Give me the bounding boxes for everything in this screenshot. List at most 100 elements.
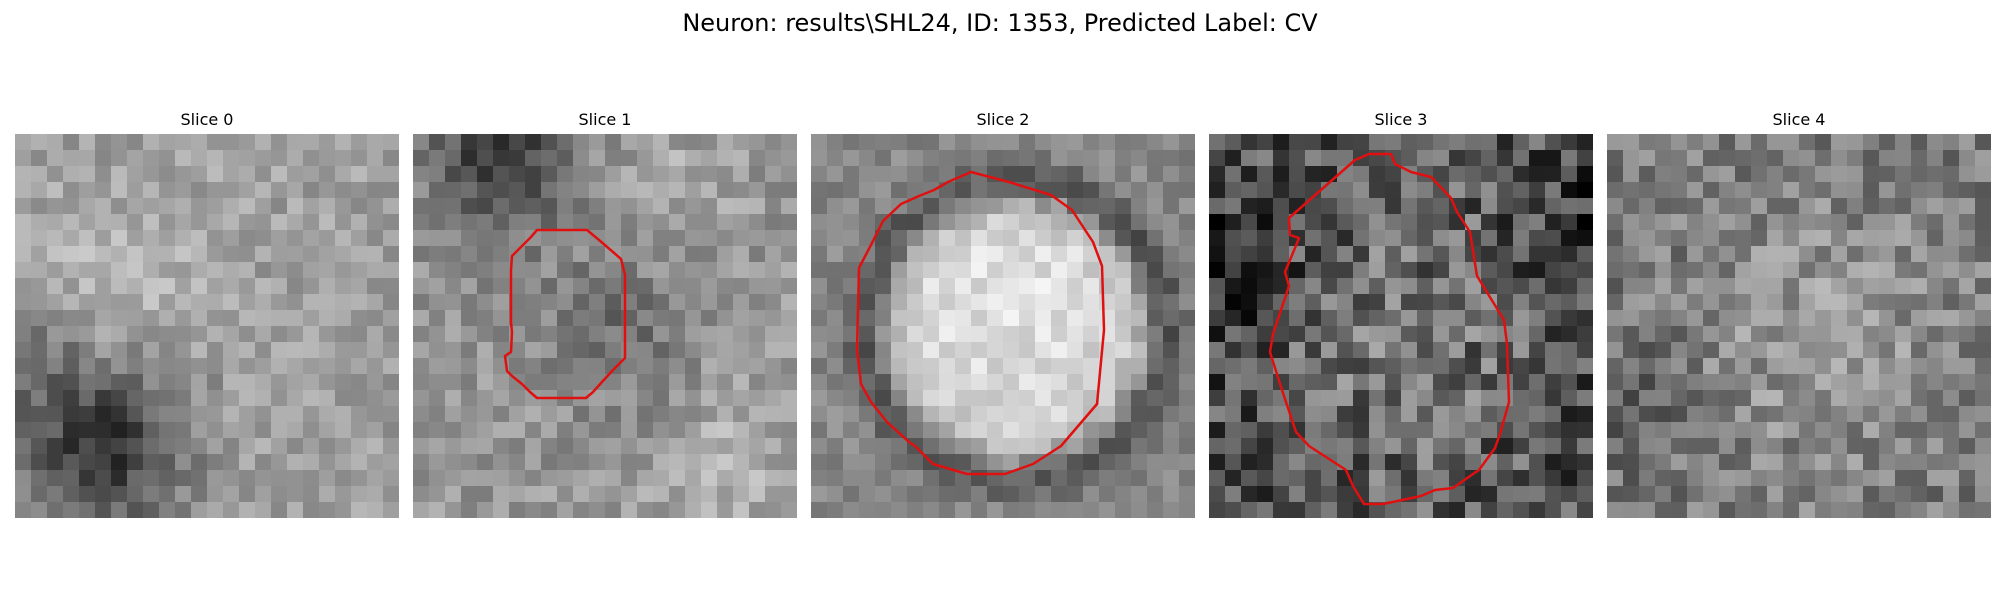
image-pixel: [621, 438, 638, 455]
image-pixel: [1321, 454, 1338, 471]
slice-panel-1: Slice 1: [413, 108, 797, 518]
image-pixel: [1767, 310, 1784, 327]
image-pixel: [95, 342, 112, 359]
slice-title: Slice 3: [1374, 110, 1428, 129]
image-pixel: [605, 390, 622, 407]
image-pixel: [493, 390, 510, 407]
image-pixel: [1815, 406, 1832, 423]
image-pixel: [1465, 230, 1482, 247]
image-pixel: [907, 342, 924, 359]
image-pixel: [1449, 134, 1466, 151]
image-pixel: [383, 166, 399, 183]
image-pixel: [127, 390, 144, 407]
image-pixel: [827, 182, 844, 199]
image-pixel: [1321, 326, 1338, 343]
image-pixel: [701, 502, 718, 518]
image-pixel: [31, 486, 48, 503]
image-pixel: [1083, 134, 1100, 151]
image-pixel: [1369, 166, 1386, 183]
image-pixel: [1353, 198, 1370, 215]
image-pixel: [127, 166, 144, 183]
image-pixel: [1847, 326, 1864, 343]
image-pixel: [1623, 230, 1640, 247]
image-pixel: [1273, 134, 1290, 151]
image-pixel: [827, 502, 844, 518]
image-pixel: [669, 246, 686, 263]
image-pixel: [557, 214, 574, 231]
image-pixel: [1209, 150, 1226, 167]
image-pixel: [1767, 294, 1784, 311]
image-pixel: [1831, 470, 1848, 487]
image-pixel: [477, 374, 494, 391]
image-pixel: [1655, 198, 1672, 215]
image-pixel: [111, 454, 128, 471]
image-pixel: [1783, 502, 1800, 518]
image-pixel: [1115, 486, 1132, 503]
image-pixel: [1147, 326, 1164, 343]
image-pixel: [859, 486, 876, 503]
image-pixel: [749, 422, 766, 439]
image-pixel: [1719, 454, 1736, 471]
image-pixel: [351, 390, 368, 407]
image-pixel: [1639, 294, 1656, 311]
image-pixel: [1449, 390, 1466, 407]
image-pixel: [175, 182, 192, 199]
image-pixel: [1799, 438, 1816, 455]
image-pixel: [781, 182, 797, 199]
image-pixel: [1417, 182, 1434, 199]
image-pixel: [1481, 182, 1498, 199]
image-pixel: [351, 182, 368, 199]
image-pixel: [319, 390, 336, 407]
image-pixel: [461, 214, 478, 231]
image-pixel: [811, 454, 828, 471]
image-pixel: [15, 150, 32, 167]
image-pixel: [525, 438, 542, 455]
image-pixel: [15, 182, 32, 199]
image-pixel: [413, 214, 430, 231]
image-pixel: [493, 326, 510, 343]
image-pixel: [1767, 246, 1784, 263]
image-pixel: [955, 342, 972, 359]
image-pixel: [1655, 150, 1672, 167]
image-pixel: [1401, 262, 1418, 279]
image-pixel: [127, 198, 144, 215]
image-pixel: [1257, 182, 1274, 199]
image-pixel: [191, 454, 208, 471]
image-pixel: [1353, 182, 1370, 199]
image-pixel: [287, 262, 304, 279]
image-pixel: [1639, 342, 1656, 359]
image-pixel: [1401, 246, 1418, 263]
image-pixel: [95, 486, 112, 503]
image-pixel: [1513, 390, 1530, 407]
image-pixel: [461, 134, 478, 151]
image-pixel: [1927, 310, 1944, 327]
image-pixel: [1815, 166, 1832, 183]
image-pixel: [939, 134, 956, 151]
image-pixel: [621, 214, 638, 231]
image-pixel: [1831, 134, 1848, 151]
image-pixel: [1225, 214, 1242, 231]
image-pixel: [383, 230, 399, 247]
image-pixel: [1975, 454, 1991, 471]
image-pixel: [1639, 278, 1656, 295]
image-pixel: [1927, 438, 1944, 455]
image-pixel: [653, 310, 670, 327]
image-pixel: [191, 294, 208, 311]
image-pixel: [541, 262, 558, 279]
image-pixel: [1975, 342, 1991, 359]
image-pixel: [1289, 134, 1306, 151]
image-pixel: [1959, 150, 1976, 167]
image-pixel: [1497, 454, 1514, 471]
image-pixel: [923, 166, 940, 183]
image-pixel: [987, 198, 1004, 215]
image-pixel: [701, 454, 718, 471]
image-pixel: [1655, 278, 1672, 295]
image-pixel: [1639, 198, 1656, 215]
image-pixel: [383, 246, 399, 263]
image-pixel: [1115, 230, 1132, 247]
image-pixel: [1607, 438, 1624, 455]
image-pixel: [605, 214, 622, 231]
image-pixel: [605, 502, 622, 518]
image-pixel: [1895, 326, 1912, 343]
image-pixel: [557, 374, 574, 391]
